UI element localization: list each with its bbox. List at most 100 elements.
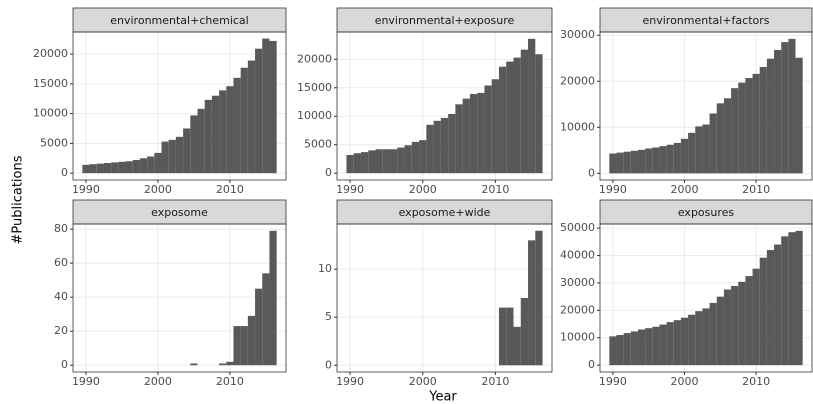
- x-tick-label: 1990: [599, 183, 627, 196]
- bar: [247, 315, 256, 366]
- y-tick-label: 10000: [560, 120, 595, 133]
- y-tick-label: 0: [61, 358, 68, 371]
- y-tick-label: 20: [54, 324, 68, 337]
- panel: environmental+chemical 0 5000 10000 15000 200…: [33, 7, 287, 196]
- bar: [630, 331, 638, 366]
- bar: [659, 324, 667, 366]
- bar: [269, 40, 277, 174]
- bar: [190, 363, 198, 366]
- x-tick-label: 2000: [409, 375, 437, 388]
- bar: [262, 273, 270, 366]
- bar: [759, 257, 767, 366]
- bar: [477, 92, 485, 174]
- bar: [382, 149, 391, 174]
- bar: [125, 161, 133, 174]
- bar: [781, 42, 789, 174]
- bar: [652, 147, 660, 174]
- bar: [666, 322, 674, 366]
- y-tick-label: 0: [588, 166, 595, 179]
- strip-title: environmental+factors: [642, 14, 769, 27]
- bar: [96, 163, 104, 174]
- bar: [623, 333, 631, 366]
- panel: exposome 0 20 40 60 80 1990 2000 2010: [54, 199, 287, 388]
- bar: [255, 288, 263, 366]
- bar: [795, 230, 803, 366]
- bar: [680, 138, 689, 174]
- strip-background: [336, 199, 553, 225]
- bar: [226, 361, 234, 366]
- y-tick-label: 20000: [560, 74, 595, 87]
- bar: [766, 58, 775, 174]
- panel-border: [72, 223, 287, 373]
- bar: [139, 158, 148, 174]
- x-tick-label: 2000: [671, 375, 699, 388]
- y-tick-label: 0: [325, 166, 332, 179]
- y-tick-label: 0: [325, 358, 332, 371]
- x-tick-label: 2010: [216, 375, 244, 388]
- y-axis-title: #Publications: [11, 155, 26, 244]
- bar: [609, 336, 617, 366]
- bar: [652, 326, 660, 366]
- bar: [455, 104, 463, 174]
- panel-border: [336, 31, 553, 181]
- bar: [645, 148, 653, 174]
- bar: [535, 54, 543, 174]
- bar: [183, 128, 191, 174]
- panel-border: [72, 31, 287, 181]
- bar: [397, 147, 405, 174]
- bar: [360, 152, 369, 174]
- bar: [197, 108, 205, 174]
- panel: environmental+factors 0 10000 20000 30000 199…: [560, 7, 813, 196]
- bar: [118, 161, 126, 174]
- bar: [513, 57, 521, 174]
- bar: [731, 88, 739, 174]
- bar: [204, 99, 212, 174]
- x-tick-label: 2010: [481, 375, 509, 388]
- x-tick-label: 1990: [72, 375, 100, 388]
- x-axis-title: Year: [428, 390, 457, 404]
- bar: [528, 38, 536, 174]
- bar: [433, 120, 441, 174]
- y-tick-label: 15000: [33, 77, 68, 90]
- x-tick-label: 2010: [742, 375, 770, 388]
- bar: [528, 240, 536, 366]
- y-tick-label: 15000: [297, 81, 332, 94]
- strip-background: [599, 7, 813, 33]
- bar: [419, 140, 427, 174]
- y-tick-label: 5000: [304, 138, 332, 151]
- bar: [666, 144, 674, 174]
- bar: [368, 150, 376, 174]
- bar: [484, 85, 492, 174]
- bar: [680, 317, 689, 366]
- bar: [262, 38, 270, 174]
- strip-title: exposome+wide: [399, 206, 491, 219]
- bar: [630, 150, 638, 174]
- bar: [659, 146, 667, 174]
- bar: [745, 78, 753, 174]
- x-tick-label: 2000: [144, 375, 172, 388]
- bar: [168, 139, 176, 174]
- bar: [745, 276, 753, 366]
- bar: [688, 314, 696, 366]
- bar: [375, 149, 383, 174]
- bar: [609, 153, 617, 174]
- bar: [390, 149, 398, 174]
- bar: [211, 95, 220, 174]
- bar: [795, 57, 803, 174]
- bar: [132, 160, 140, 174]
- bar: [738, 82, 746, 174]
- y-tick-label: 10000: [297, 109, 332, 122]
- panel: exposome+wide 0 5 10 1990 2000 2010: [318, 199, 553, 388]
- bar: [353, 153, 361, 174]
- panel-border: [599, 223, 813, 373]
- bar: [788, 38, 796, 174]
- bar: [723, 98, 732, 174]
- bar: [752, 268, 760, 366]
- bar: [190, 115, 198, 174]
- x-tick-label: 1990: [336, 183, 364, 196]
- x-tick-label: 1990: [336, 375, 364, 388]
- bar: [766, 250, 775, 366]
- y-tick-label: 20000: [33, 47, 68, 60]
- bar: [440, 117, 449, 174]
